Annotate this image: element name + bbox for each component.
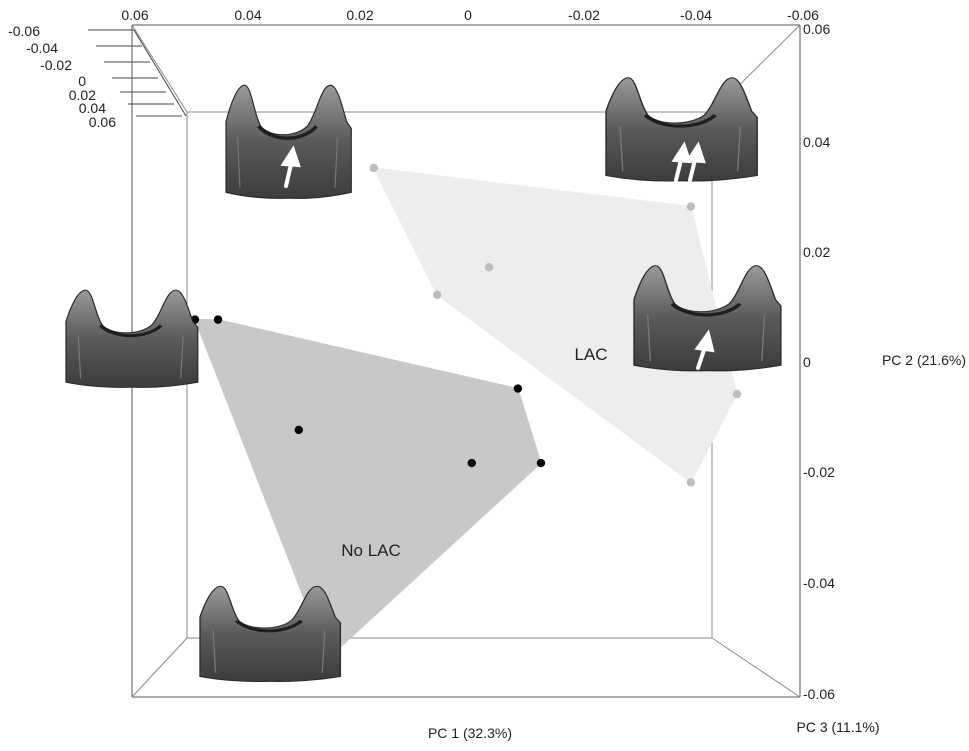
z-axis-line [133, 29, 187, 117]
data-point [732, 389, 742, 399]
data-point [686, 202, 696, 211]
z-tick-label: 0 [78, 73, 86, 89]
y-tick-label: 0.04 [803, 134, 830, 150]
arrow-icon [685, 141, 706, 164]
hull-layer [194, 167, 738, 660]
hull-lac [372, 167, 738, 484]
data-point [536, 458, 546, 468]
x-tick-label: -0.04 [680, 7, 712, 23]
y-tick-label: 0.06 [803, 21, 830, 37]
z-tick-label: -0.06 [8, 23, 40, 39]
z-tick-label: 0.06 [89, 114, 116, 130]
y-tick-labels: 0.06 0.04 0.02 0 -0.02 -0.04 -0.06 [803, 21, 835, 702]
x-tick-label: 0.04 [234, 7, 261, 23]
y-tick-label: -0.06 [803, 686, 835, 702]
box-edge-depth [131, 24, 188, 113]
point-layer [190, 163, 742, 664]
tooth-model-icon [198, 584, 343, 684]
z-tick-label: -0.04 [26, 40, 58, 56]
x-axis-title: PC 1 (32.3%) [428, 725, 512, 741]
y-axis-title: PC 2 (21.6%) [882, 352, 966, 368]
z-axis-title: PC 3 (11.1%) [797, 719, 880, 735]
y-tick-label: 0.02 [803, 244, 830, 260]
arrow-icon [280, 145, 301, 168]
box-edge-depth [711, 637, 801, 698]
z-tick-label: -0.02 [40, 57, 72, 73]
data-point [432, 290, 442, 299]
lac-label: LAC [574, 345, 607, 364]
x-tick-label: 0.06 [121, 7, 148, 23]
data-point [467, 458, 476, 468]
data-point [294, 425, 303, 435]
data-point [369, 163, 378, 173]
box-edge-depth [131, 637, 188, 698]
arrow-icon [671, 141, 692, 164]
data-point [513, 384, 523, 393]
data-point [686, 478, 696, 487]
x-tick-label: -0.02 [568, 7, 600, 23]
z-tick-marks [88, 29, 187, 117]
x-tick-labels: 0.06 0.04 0.02 0 -0.02 -0.04 -0.06 [121, 7, 819, 23]
z-tick-label: 0.04 [79, 100, 106, 116]
z-tick-label: 0.02 [69, 87, 96, 103]
x-tick-label: 0.02 [346, 7, 373, 23]
data-point [213, 315, 223, 324]
z-tick-labels: -0.06-0.04-0.02 00.020.040.06 [8, 23, 116, 130]
data-point [484, 263, 494, 272]
tooth-layer [64, 78, 781, 684]
arrow-icon [694, 329, 715, 353]
hull-no-lac [194, 319, 542, 660]
no-lac-label: No LAC [341, 541, 401, 560]
y-tick-label: -0.04 [803, 575, 835, 591]
y-tick-label: 0 [803, 354, 811, 370]
x-tick-label: -0.06 [787, 7, 819, 23]
y-tick-label: -0.02 [803, 464, 835, 480]
x-tick-label: 0 [464, 7, 472, 23]
